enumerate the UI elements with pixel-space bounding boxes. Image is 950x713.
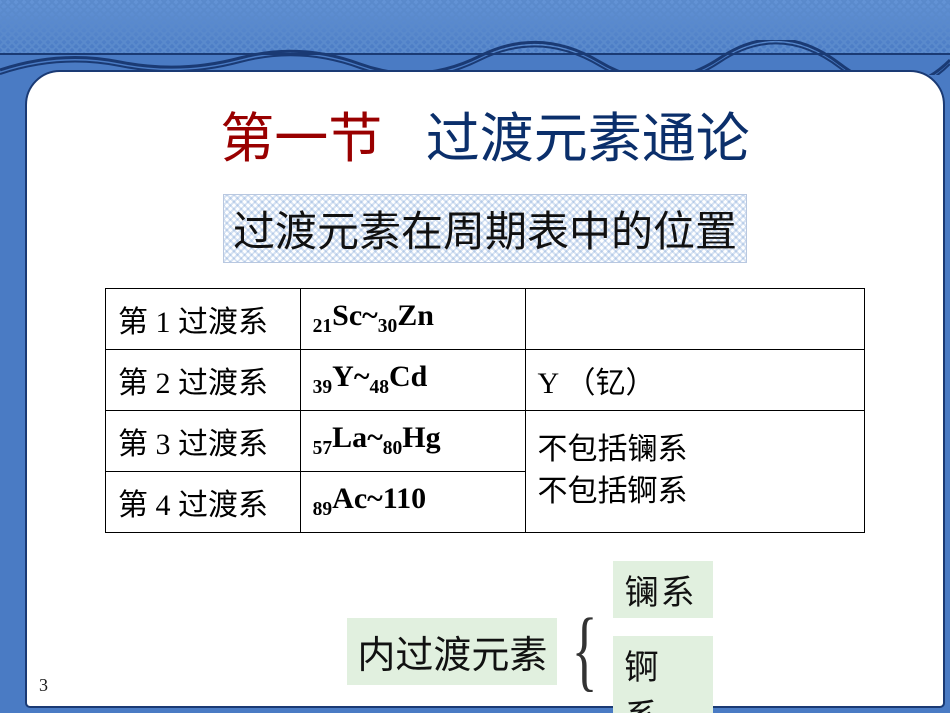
note-line: 不包括镧系 xyxy=(538,429,853,471)
el: Cd xyxy=(389,360,427,393)
sub: 39 xyxy=(313,377,333,398)
row-note-merged: 不包括镧系 不包括锕系 xyxy=(525,410,865,532)
series-actinide: 锕 系 xyxy=(613,636,713,713)
row-label: 第 2 过渡系 xyxy=(106,349,301,410)
sub: 57 xyxy=(313,438,333,459)
row-range: 57La~80Hg xyxy=(300,410,525,471)
el: Zn xyxy=(397,299,434,332)
title-section: 第一节 xyxy=(220,109,382,169)
el: La xyxy=(332,421,367,454)
row-label: 第 3 过渡系 xyxy=(106,410,301,471)
el: 110 xyxy=(383,482,426,515)
transition-table: 第 1 过渡系 21Sc~30Zn 第 2 过渡系 39Y~48Cd Y （钇）… xyxy=(105,288,865,533)
row-range: 89Ac~110 xyxy=(300,471,525,532)
title-topic: 过渡元素通论 xyxy=(426,109,750,169)
title-line: 第一节 过渡元素通论 xyxy=(67,107,903,172)
subtitle: 过渡元素在周期表中的位置 xyxy=(223,194,747,263)
row-note: Y （钇） xyxy=(525,349,865,410)
table-row: 第 2 过渡系 39Y~48Cd Y （钇） xyxy=(106,349,865,410)
series-column: 镧系 锕 系 xyxy=(613,561,713,713)
el: Y xyxy=(332,360,354,393)
series-lanthanide: 镧系 xyxy=(613,561,713,618)
row-label: 第 1 过渡系 xyxy=(106,288,301,349)
el: Sc xyxy=(332,299,362,332)
row-note xyxy=(525,288,865,349)
table-row: 第 3 过渡系 57La~80Hg 不包括镧系 不包括锕系 xyxy=(106,410,865,471)
table-row: 第 1 过渡系 21Sc~30Zn xyxy=(106,288,865,349)
row-range: 21Sc~30Zn xyxy=(300,288,525,349)
sub: 21 xyxy=(313,316,333,337)
inner-transition-row: 内过渡元素 { 镧系 锕 系 xyxy=(112,561,948,713)
el: Hg xyxy=(402,421,440,454)
sub: 89 xyxy=(313,499,333,520)
el: Ac xyxy=(332,482,367,515)
sub: 80 xyxy=(383,438,403,459)
content-card: 第一节 过渡元素通论 过渡元素在周期表中的位置 第 1 过渡系 21Sc~30Z… xyxy=(25,70,945,708)
top-pattern xyxy=(0,0,950,55)
subtitle-wrap: 过渡元素在周期表中的位置 xyxy=(67,194,903,263)
note-line: 不包括锕系 xyxy=(538,471,853,513)
brace-icon: { xyxy=(572,615,598,687)
sub: 48 xyxy=(369,377,389,398)
row-label: 第 4 过渡系 xyxy=(106,471,301,532)
inner-transition-label: 内过渡元素 xyxy=(347,618,557,685)
page-number: 3 xyxy=(39,675,48,696)
row-range: 39Y~48Cd xyxy=(300,349,525,410)
sub: 30 xyxy=(378,316,398,337)
